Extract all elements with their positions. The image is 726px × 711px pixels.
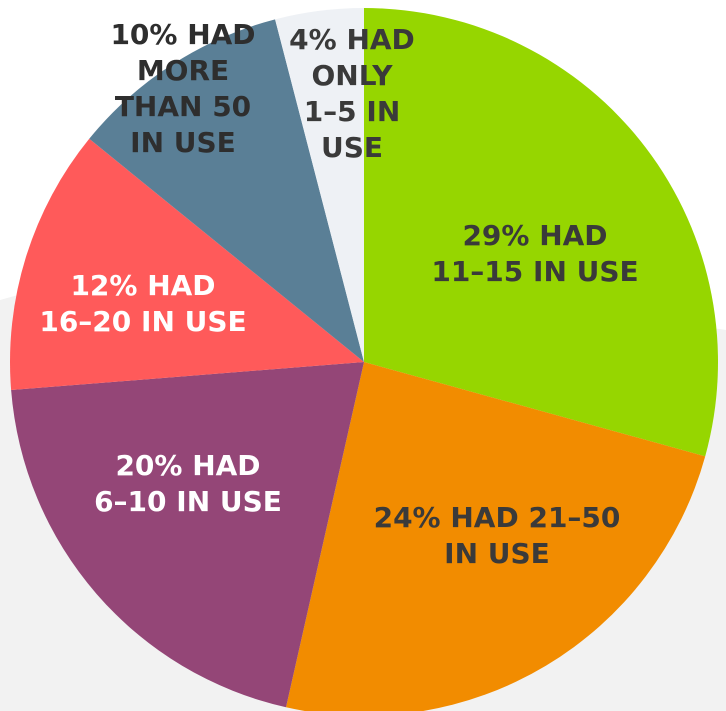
slice-label: ONLY — [312, 59, 394, 92]
slice-label: THAN 50 — [115, 90, 251, 123]
slice-label: IN USE — [444, 537, 550, 570]
slice-label: 20% HAD — [115, 449, 260, 482]
pie-slice — [9, 138, 364, 391]
slice-label: 24% HAD 21–50 — [374, 501, 621, 534]
slice-label: USE — [321, 131, 383, 164]
slice-label: 12% HAD — [70, 269, 215, 302]
pie-slice — [364, 8, 718, 457]
slice-label: 10% HAD — [110, 18, 255, 51]
slice-label: 1–5 IN — [304, 95, 401, 128]
pie-slice — [89, 19, 365, 362]
slice-label: 4% HAD — [289, 23, 415, 56]
slice-label: 11–15 IN USE — [431, 255, 638, 288]
pie-slice — [275, 8, 364, 362]
pie-slice — [286, 362, 706, 711]
slice-label: 6–10 IN USE — [94, 485, 282, 518]
slice-label: 16–20 IN USE — [39, 305, 246, 338]
slice-label: MORE — [137, 54, 229, 87]
slice-label: 29% HAD — [462, 219, 607, 252]
slice-label: IN USE — [130, 126, 236, 159]
pie-slice — [11, 362, 365, 708]
